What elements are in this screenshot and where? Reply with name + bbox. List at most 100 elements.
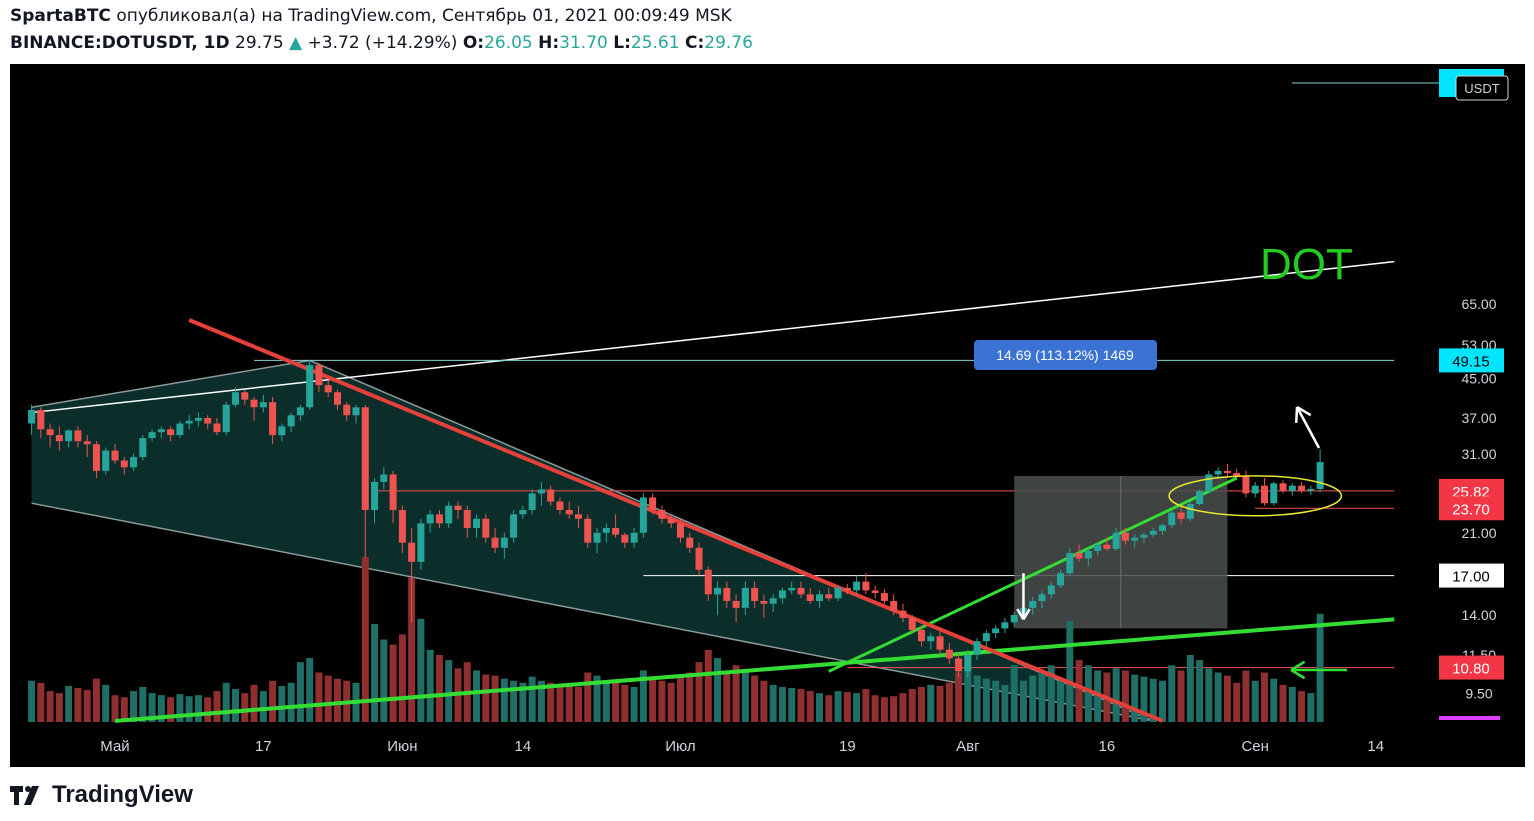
chart-area[interactable]: 14.69 (113.12%) 1469 DOT 65.00 53.00 45.00 37… bbox=[10, 64, 1525, 767]
candle[interactable] bbox=[528, 489, 536, 515]
price-axis[interactable] bbox=[1440, 64, 1525, 767]
candle[interactable] bbox=[445, 501, 453, 529]
candle[interactable] bbox=[806, 587, 814, 604]
candle[interactable] bbox=[899, 603, 907, 623]
candle[interactable] bbox=[1047, 581, 1055, 599]
candle[interactable] bbox=[491, 528, 499, 554]
candle[interactable] bbox=[463, 505, 471, 538]
candle[interactable] bbox=[778, 587, 786, 604]
candle[interactable] bbox=[500, 532, 508, 559]
candle[interactable] bbox=[992, 625, 1000, 638]
candle[interactable] bbox=[732, 594, 740, 623]
candle[interactable] bbox=[1223, 463, 1231, 476]
tradingview-logo-icon[interactable] bbox=[10, 784, 44, 806]
candle[interactable] bbox=[639, 493, 647, 538]
candle[interactable] bbox=[306, 360, 314, 410]
candle[interactable] bbox=[908, 614, 916, 634]
candle[interactable] bbox=[565, 501, 573, 519]
candle[interactable] bbox=[1214, 467, 1222, 479]
candle[interactable] bbox=[232, 387, 240, 408]
candle[interactable] bbox=[537, 481, 545, 506]
candle[interactable] bbox=[352, 404, 360, 424]
candle[interactable] bbox=[714, 581, 722, 615]
candle[interactable] bbox=[1010, 612, 1018, 627]
consolidation-ellipse[interactable] bbox=[1168, 475, 1343, 517]
candle[interactable] bbox=[843, 584, 851, 595]
candle[interactable] bbox=[361, 404, 369, 559]
candle[interactable] bbox=[185, 415, 193, 430]
candle[interactable] bbox=[259, 394, 267, 413]
candle[interactable] bbox=[1121, 528, 1129, 545]
candle[interactable] bbox=[519, 505, 527, 519]
rising-white-trendline[interactable] bbox=[31, 260, 1395, 414]
candle[interactable] bbox=[584, 514, 592, 548]
candle[interactable] bbox=[380, 467, 388, 490]
candle[interactable] bbox=[296, 404, 304, 421]
currency-badge[interactable] bbox=[1455, 75, 1509, 101]
candle[interactable] bbox=[482, 514, 490, 543]
candle[interactable] bbox=[194, 412, 202, 427]
candle[interactable] bbox=[1307, 485, 1315, 496]
candle[interactable] bbox=[510, 509, 518, 543]
candle[interactable] bbox=[927, 633, 935, 650]
candle[interactable] bbox=[287, 412, 295, 433]
price-tag-box[interactable] bbox=[1439, 655, 1504, 680]
candle[interactable] bbox=[46, 423, 54, 448]
candle[interactable] bbox=[408, 528, 416, 623]
candle[interactable] bbox=[1168, 509, 1176, 529]
candle[interactable] bbox=[250, 397, 258, 421]
candle[interactable] bbox=[1205, 470, 1213, 494]
candle[interactable] bbox=[547, 485, 555, 506]
candle[interactable] bbox=[1066, 547, 1074, 576]
candle[interactable] bbox=[333, 389, 341, 410]
candle[interactable] bbox=[102, 447, 110, 475]
candle[interactable] bbox=[1149, 528, 1157, 538]
candle[interactable] bbox=[1140, 532, 1148, 543]
candle[interactable] bbox=[973, 637, 981, 661]
candle[interactable] bbox=[120, 457, 128, 475]
candle[interactable] bbox=[1316, 449, 1324, 493]
candle[interactable] bbox=[1177, 505, 1185, 524]
candle[interactable] bbox=[1084, 547, 1092, 567]
candle[interactable] bbox=[917, 625, 925, 647]
candle[interactable] bbox=[343, 402, 351, 421]
candle[interactable] bbox=[649, 493, 657, 515]
candle[interactable] bbox=[55, 426, 63, 451]
candle[interactable] bbox=[760, 594, 768, 618]
candle[interactable] bbox=[751, 581, 759, 608]
candle[interactable] bbox=[1029, 596, 1037, 615]
candle[interactable] bbox=[955, 653, 963, 678]
candle[interactable] bbox=[695, 542, 703, 576]
candle[interactable] bbox=[593, 528, 601, 554]
candle[interactable] bbox=[630, 528, 638, 548]
candle[interactable] bbox=[890, 594, 898, 615]
candle[interactable] bbox=[371, 478, 379, 524]
candle[interactable] bbox=[723, 581, 731, 608]
symbol-label[interactable]: BINANCE:DOTUSDT, 1D bbox=[10, 33, 230, 53]
tradingview-brand[interactable]: TradingView bbox=[52, 781, 193, 808]
candle[interactable] bbox=[797, 581, 805, 599]
candle[interactable] bbox=[945, 642, 953, 664]
candle[interactable] bbox=[398, 505, 406, 554]
chart-canvas[interactable]: 14.69 (113.12%) 1469DOT65.0053.0045.0037… bbox=[10, 64, 1525, 767]
candle[interactable] bbox=[788, 581, 796, 595]
candle[interactable] bbox=[825, 587, 833, 601]
candle[interactable] bbox=[139, 435, 147, 461]
red-descending-trendline[interactable] bbox=[188, 318, 1164, 723]
price-tag-box[interactable] bbox=[1439, 563, 1504, 588]
candle[interactable] bbox=[176, 420, 184, 439]
candle[interactable] bbox=[1057, 569, 1065, 588]
candle[interactable] bbox=[324, 380, 332, 398]
candle[interactable] bbox=[871, 585, 879, 599]
green-breakout-trendline[interactable] bbox=[828, 476, 1238, 673]
candle[interactable] bbox=[982, 629, 990, 647]
candle[interactable] bbox=[74, 426, 82, 448]
breakout-down-arrow-icon[interactable] bbox=[1016, 573, 1031, 620]
channel-upper-line-left[interactable] bbox=[31, 359, 310, 409]
candle[interactable] bbox=[65, 429, 73, 448]
candle[interactable] bbox=[741, 581, 749, 615]
candle[interactable] bbox=[1159, 523, 1167, 535]
candle[interactable] bbox=[936, 631, 944, 655]
candle[interactable] bbox=[1001, 617, 1009, 634]
candle[interactable] bbox=[667, 514, 675, 529]
